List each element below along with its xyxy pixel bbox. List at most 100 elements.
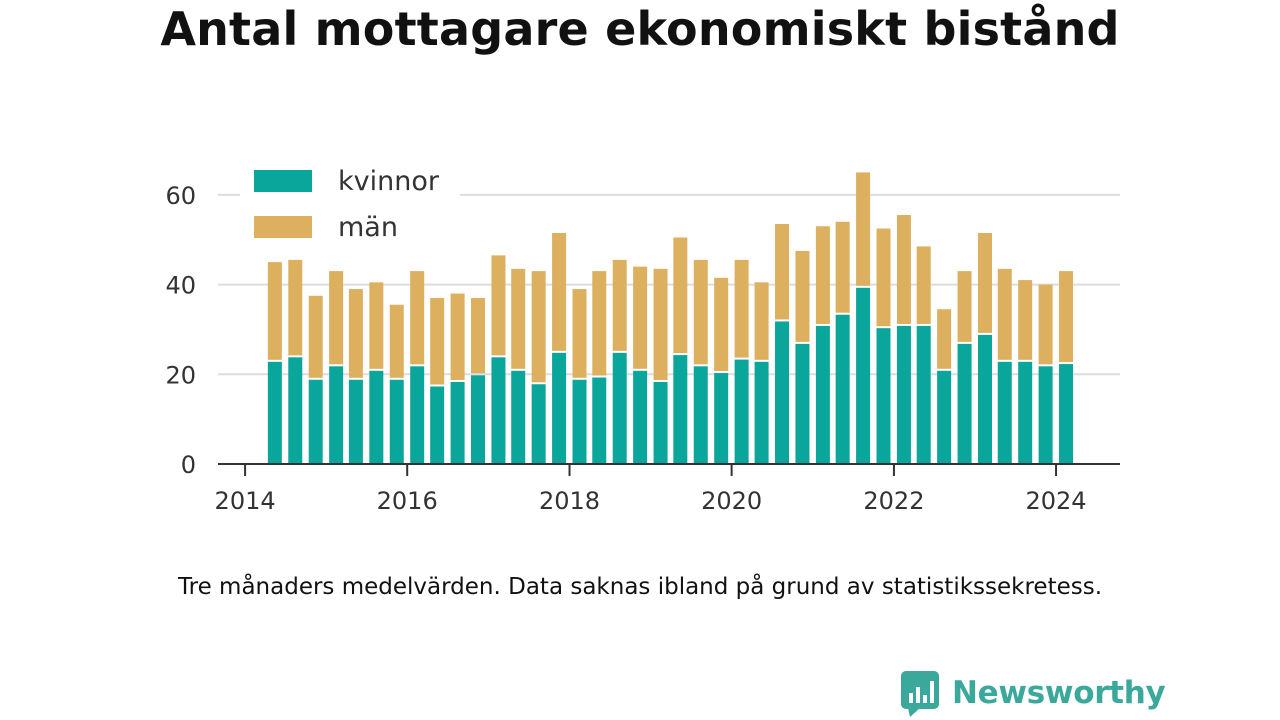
bar-man (369, 282, 384, 369)
bar-man (714, 277, 729, 372)
bar-kvinnor (389, 379, 404, 464)
bar-man (288, 259, 303, 356)
bar-man (653, 268, 668, 381)
bar-kvinnor (348, 379, 363, 464)
bar-man (511, 268, 526, 369)
x-tick-label: 2020 (701, 487, 762, 515)
bar-kvinnor (693, 366, 708, 464)
legend-label-man: män (338, 212, 398, 243)
bar-kvinnor (531, 384, 546, 464)
bar-man (308, 295, 323, 378)
bar-man (734, 259, 749, 358)
bar-man (977, 232, 992, 333)
y-tick-label: 20 (165, 361, 196, 389)
bar-man (612, 259, 627, 351)
bar-kvinnor (937, 370, 952, 464)
bar-man (1038, 284, 1053, 365)
brand-logo[interactable]: Newsworthy (900, 668, 1166, 718)
bar-man (937, 309, 952, 369)
bar-kvinnor (308, 379, 323, 464)
bar-kvinnor (369, 370, 384, 464)
bar-kvinnor (1038, 366, 1053, 464)
legend-swatch-man (254, 216, 312, 238)
bar-kvinnor (410, 366, 425, 464)
y-tick-label: 60 (165, 182, 196, 210)
bar-man (592, 271, 607, 376)
bar-kvinnor (754, 361, 769, 464)
bar-kvinnor (977, 334, 992, 464)
bars (267, 172, 1074, 464)
legend-swatch-kvinnor (254, 170, 312, 192)
bar-man (896, 215, 911, 324)
bar-man (1018, 280, 1033, 360)
bar-kvinnor (572, 379, 587, 464)
bar-man (552, 232, 567, 351)
bar-kvinnor (612, 352, 627, 464)
bar-man (916, 246, 931, 324)
bar-kvinnor (795, 343, 810, 464)
bar-kvinnor (511, 370, 526, 464)
axes: 0 20 40 60 2014 2016 2018 2020 2022 2024 (165, 182, 1120, 515)
bar-kvinnor (876, 328, 891, 464)
bar-man (348, 289, 363, 378)
legend-label-kvinnor: kvinnor (338, 166, 440, 197)
bar-man (450, 293, 465, 381)
bar-man (815, 226, 830, 324)
y-tick-label: 40 (165, 272, 196, 300)
bar-kvinnor (329, 366, 344, 464)
bar-man (491, 255, 506, 356)
bar-kvinnor (653, 382, 668, 464)
x-tick-label: 2022 (863, 487, 924, 515)
x-tick-label: 2014 (215, 487, 276, 515)
bar-kvinnor (288, 357, 303, 464)
bar-man (267, 262, 282, 360)
bar-kvinnor (714, 373, 729, 464)
bar-kvinnor (450, 382, 465, 464)
bar-man (775, 224, 790, 320)
bar-man (531, 271, 546, 383)
bar-man (693, 259, 708, 365)
chart-title: Antal mottagare ekonomiskt bistånd (160, 2, 1120, 56)
bar-kvinnor (896, 325, 911, 464)
bar-man (876, 228, 891, 327)
bar-kvinnor (856, 287, 871, 464)
bar-kvinnor (471, 375, 486, 464)
y-tick-label: 0 (181, 451, 196, 479)
bar-man (673, 237, 688, 354)
bar-kvinnor (916, 325, 931, 464)
legend: kvinnor män (240, 158, 460, 250)
bar-kvinnor (633, 370, 648, 464)
bar-man (957, 271, 972, 342)
bar-kvinnor (835, 314, 850, 464)
bar-kvinnor (734, 359, 749, 464)
bar-man (997, 268, 1012, 360)
bar-kvinnor (1018, 361, 1033, 464)
bar-kvinnor (552, 352, 567, 464)
bar-kvinnor (491, 357, 506, 464)
bar-kvinnor (592, 377, 607, 464)
x-tick-label: 2018 (539, 487, 600, 515)
bar-man (389, 304, 404, 378)
bar-man (1059, 271, 1074, 363)
bar-kvinnor (775, 321, 790, 464)
newsworthy-logo-icon (901, 671, 939, 717)
bar-kvinnor (673, 355, 688, 464)
bar-kvinnor (430, 386, 445, 464)
bar-man (795, 250, 810, 342)
bar-man (572, 289, 587, 378)
x-tick-label: 2016 (377, 487, 438, 515)
bar-man (633, 266, 648, 369)
chart-footnote: Tre månaders medelvärden. Data saknas ib… (177, 574, 1103, 600)
bar-kvinnor (957, 343, 972, 464)
bar-man (410, 271, 425, 365)
bar-man (471, 298, 486, 374)
brand-name: Newsworthy (952, 675, 1166, 711)
bar-chart: 0 20 40 60 2014 2016 2018 2020 2022 2024 kvinnor m… (165, 158, 1120, 515)
bar-man (856, 172, 871, 286)
x-tick-label: 2024 (1026, 487, 1087, 515)
bar-man (754, 282, 769, 360)
bar-kvinnor (815, 325, 830, 464)
bar-man (430, 298, 445, 385)
bar-man (329, 271, 344, 365)
bar-man (835, 221, 850, 313)
